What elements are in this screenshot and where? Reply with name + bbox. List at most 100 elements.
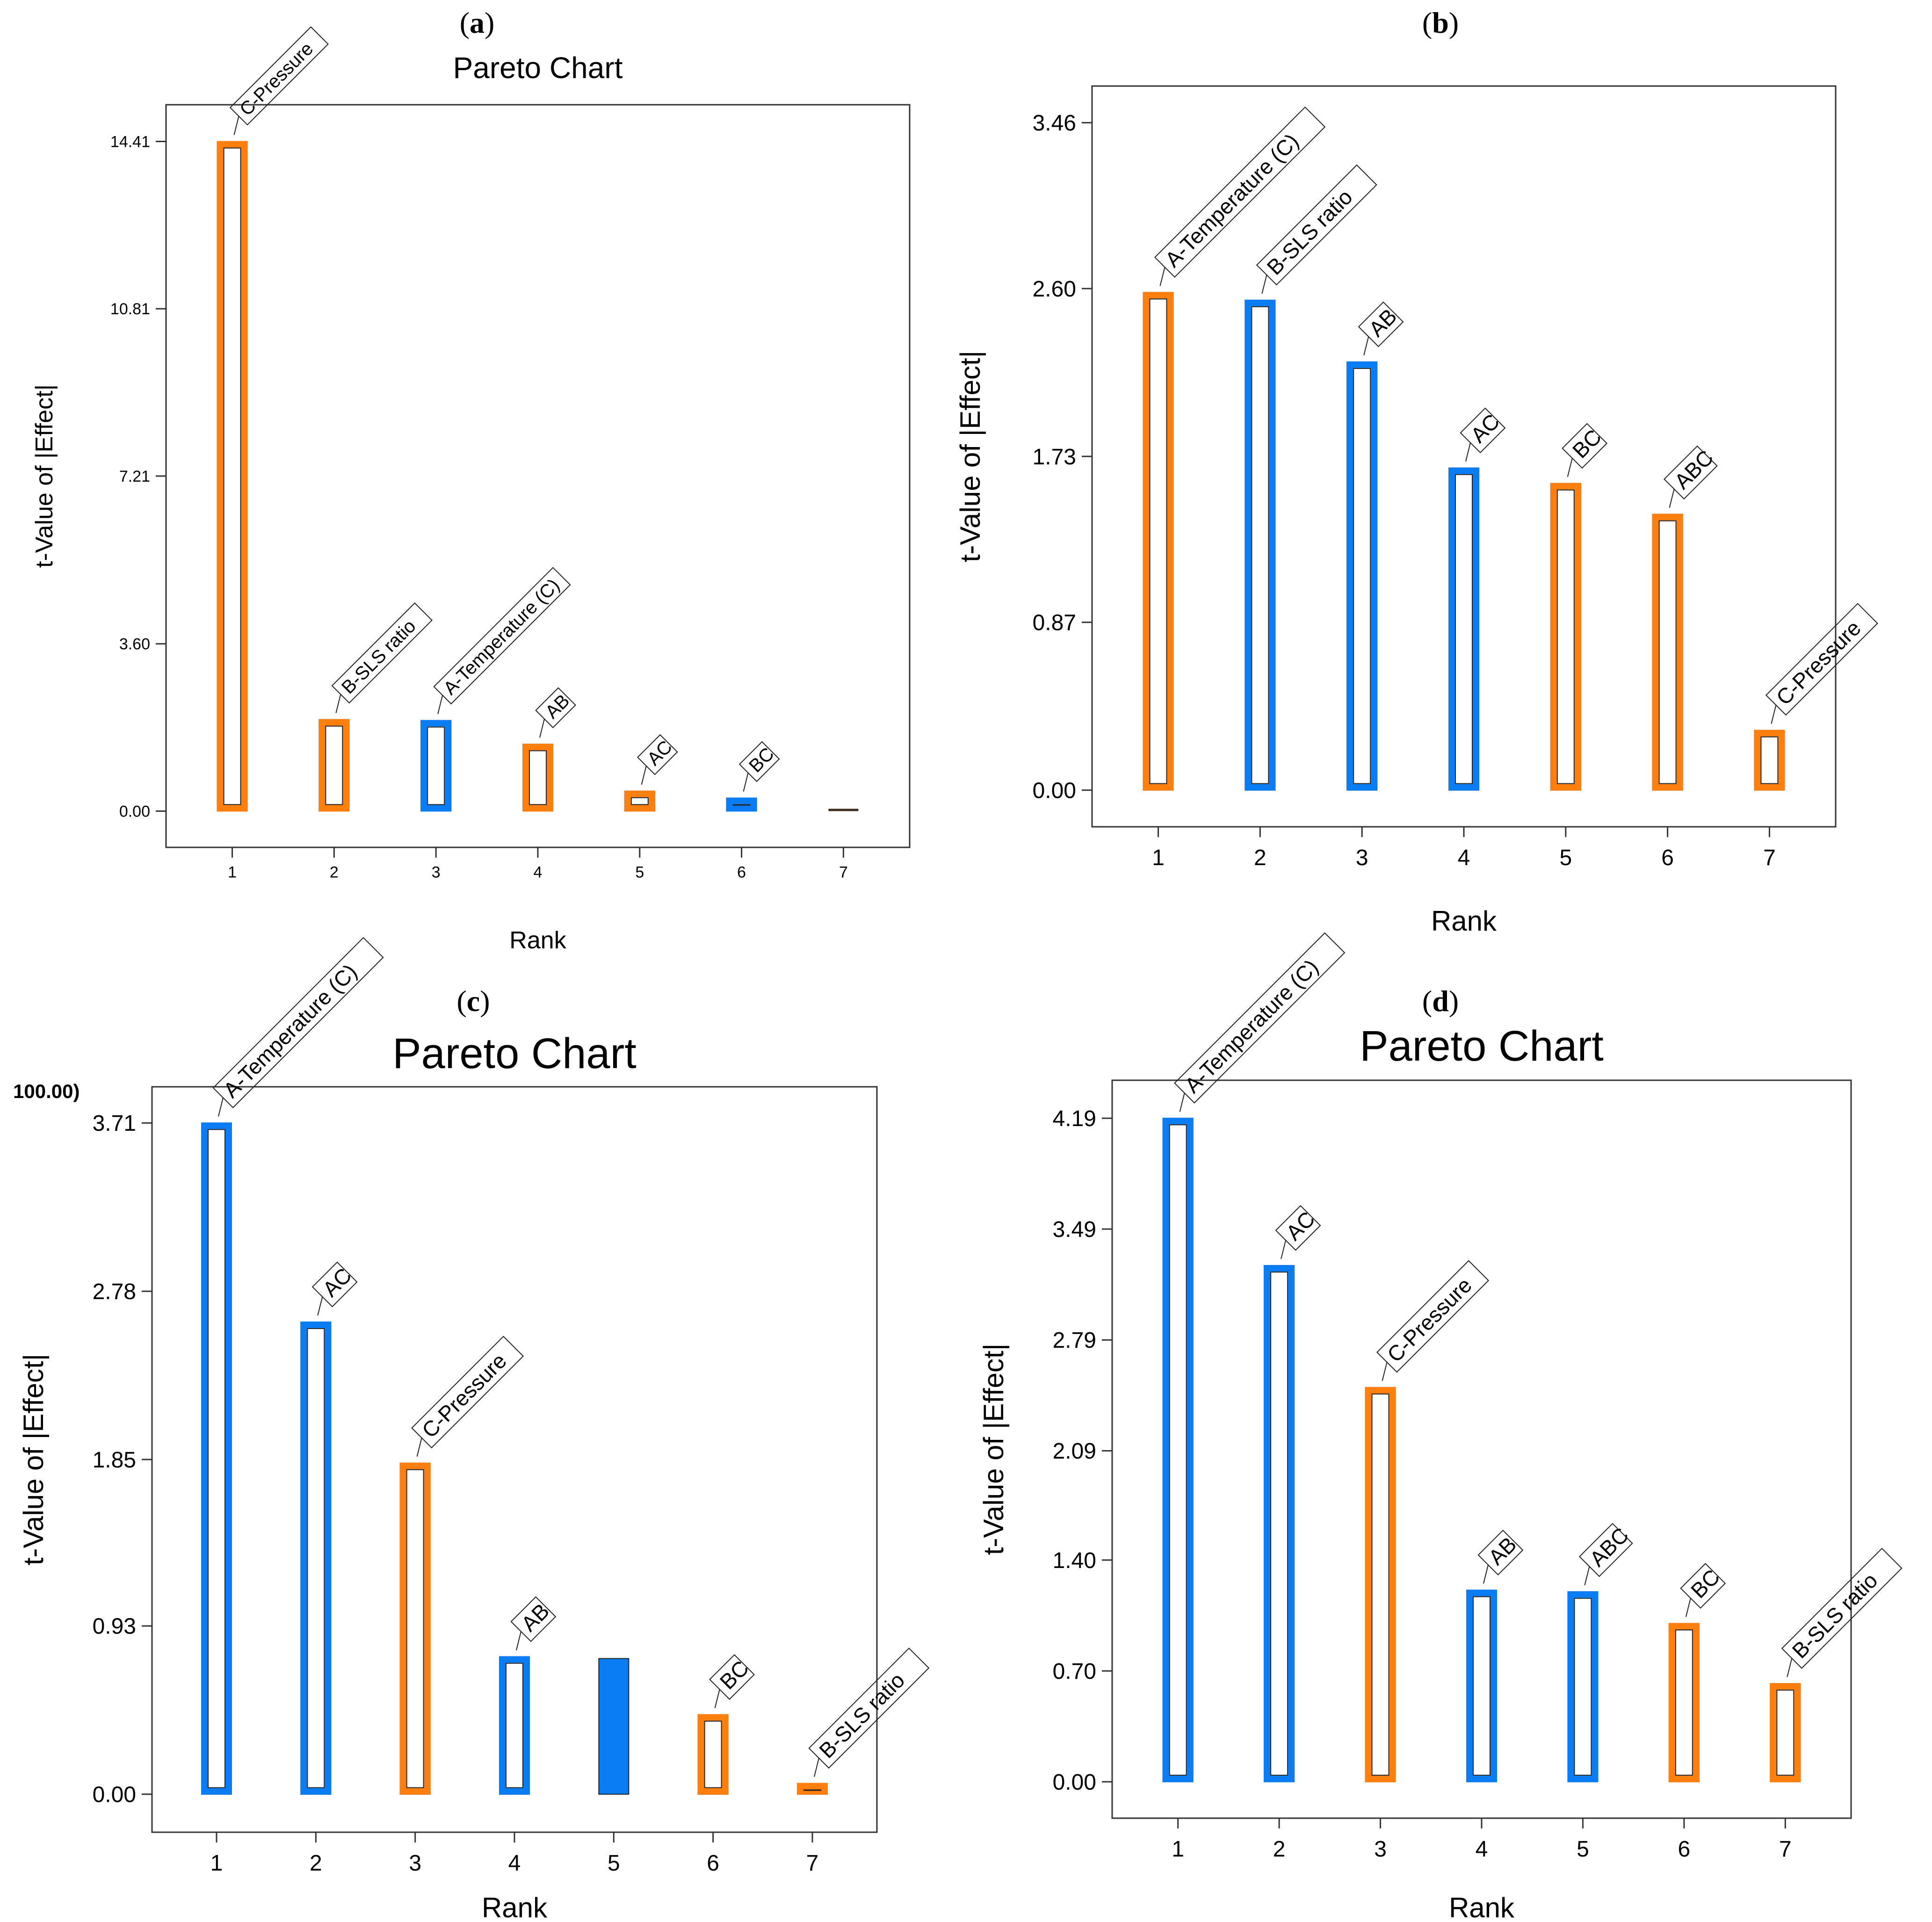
bar-outline: [697, 1714, 729, 1795]
tag-leader: [1685, 1598, 1691, 1617]
bar: [598, 1658, 630, 1795]
y-tick-label: 1.85: [93, 1448, 136, 1473]
bar-rank-3: [399, 1462, 431, 1795]
tag-leader: [1669, 489, 1675, 508]
x-tick-label: 1: [1152, 845, 1165, 870]
bar-tag: BC: [1562, 423, 1608, 469]
y-tick-label: 2.78: [93, 1279, 136, 1304]
bar-tag-box: [1578, 1523, 1633, 1577]
x-tick-label: 3: [1356, 845, 1368, 870]
bar-tag: C-Pressure: [411, 1336, 524, 1449]
bar-rank-4: [522, 744, 553, 812]
chart-title: Pareto Chart: [1360, 1022, 1604, 1070]
bar-rank-5: [598, 1658, 630, 1795]
bar-tag: AB: [535, 687, 576, 729]
bar-inner: [803, 1789, 821, 1791]
bar-tag-text: BC: [715, 1656, 753, 1694]
bar-tag: AB: [510, 1596, 557, 1642]
bar-tag-box: [709, 1654, 755, 1700]
bar-outline: [420, 720, 452, 812]
bar-tag-text: C-Pressure: [1772, 615, 1866, 709]
plot-frame: [165, 104, 911, 848]
bar-tag-text: ABC: [1585, 1523, 1634, 1571]
bar-tag: ABC: [1578, 1523, 1634, 1577]
bar-rank-3: [420, 720, 452, 812]
bar-tag-text: C-Pressure: [236, 38, 317, 120]
bar-tag: BC: [709, 1654, 755, 1700]
bar-rank-7: [796, 1783, 828, 1795]
bar-tag: A-Temperature (C): [1174, 932, 1346, 1104]
y-axis-label: t-Value of |Effect|: [31, 384, 58, 568]
tag-leader: [1567, 458, 1573, 477]
y-tick-label: 1.40: [1053, 1548, 1096, 1573]
y-tick-label: 0.70: [1053, 1659, 1096, 1684]
tag-leader: [641, 766, 647, 785]
chart-panel-1: (a) Pareto Chart 0.00 3.60 7.21 10.81 14.41 1 C-…: [31, 6, 911, 954]
bar-outline: [1770, 1683, 1801, 1783]
x-axis-label: Rank: [1431, 905, 1497, 937]
x-tick-label: 4: [1458, 845, 1470, 870]
bar-outline: [1652, 513, 1683, 791]
bar-inner: [1675, 1629, 1693, 1776]
bar-inner: [630, 797, 649, 805]
x-tick-label: 7: [1763, 845, 1776, 870]
bar-rank-6: [726, 797, 757, 812]
x-tick-label: 4: [534, 864, 543, 882]
x-tick-label: 6: [1661, 845, 1674, 870]
x-tick-label: 6: [1678, 1837, 1691, 1862]
bar-tag-box: [1562, 423, 1608, 469]
bar-tag: C-Pressure: [1765, 603, 1878, 716]
bar-tag-box: [229, 26, 329, 126]
bar-tag-text: AC: [643, 737, 676, 769]
bar-inner: [1353, 368, 1371, 784]
bar-outline: [796, 1783, 828, 1795]
bar-outline: [300, 1321, 332, 1795]
y-tick-label: 10.81: [110, 300, 150, 318]
bar-rank-1: [1143, 292, 1174, 791]
bar-tag-box: [411, 1336, 524, 1449]
x-tick-label: 2: [1273, 1837, 1286, 1862]
x-tick-label: 6: [737, 864, 746, 882]
bar-outline: [726, 797, 757, 812]
bar: [828, 809, 859, 811]
tag-leader: [1363, 336, 1369, 356]
bar-inner: [1760, 736, 1779, 784]
x-axis-label: Rank: [509, 927, 566, 954]
bar-tag-text: BC: [1686, 1565, 1724, 1603]
annotation: 100.00): [13, 1080, 80, 1102]
x-tick-label: 2: [1254, 845, 1266, 870]
y-tick-label: 7.21: [119, 468, 150, 485]
y-tick-label: 2.09: [1053, 1439, 1096, 1464]
bar-tag: C-Pressure: [1376, 1260, 1489, 1373]
bar-inner: [1776, 1690, 1795, 1776]
bar-inner: [1371, 1393, 1389, 1776]
panel-letter: (b): [1422, 6, 1459, 39]
tag-leader: [1584, 1566, 1590, 1586]
bar-outline: [624, 790, 655, 812]
bar-tag-text: C-Pressure: [417, 1348, 511, 1442]
x-tick-label: 1: [210, 1851, 223, 1876]
bar-tag-text: BC: [1568, 425, 1606, 463]
bar-tag-text: AB: [1364, 304, 1401, 341]
x-tick-label: 7: [806, 1851, 819, 1876]
bar-tag-text: ABC: [1670, 445, 1718, 494]
x-tick-label: 2: [310, 1851, 322, 1876]
bar-rank-2: [318, 719, 350, 812]
bar-rank-3: [1346, 361, 1378, 791]
bar-tag: BC: [738, 741, 780, 782]
tag-leader: [1787, 1658, 1793, 1677]
y-tick-label: 0.93: [93, 1614, 136, 1639]
y-tick-label: 3.71: [93, 1111, 136, 1136]
y-tick-label: 0.00: [119, 802, 150, 820]
tag-leader: [416, 1438, 422, 1457]
chart-panel-3: (c) Pareto Chart 0.00 0.93 1.85 2.78 3.71 1 A-Te…: [13, 937, 930, 1922]
tag-leader: [1382, 1362, 1388, 1381]
y-tick-label: 3.60: [119, 636, 150, 653]
tag-leader: [539, 719, 545, 738]
bar-tag: B-SLS ratio: [1256, 164, 1377, 286]
bar-inner: [208, 1129, 226, 1788]
x-axis-label: Rank: [482, 1892, 548, 1922]
bar-tag: C-Pressure: [229, 26, 329, 126]
tag-leader: [335, 694, 341, 713]
